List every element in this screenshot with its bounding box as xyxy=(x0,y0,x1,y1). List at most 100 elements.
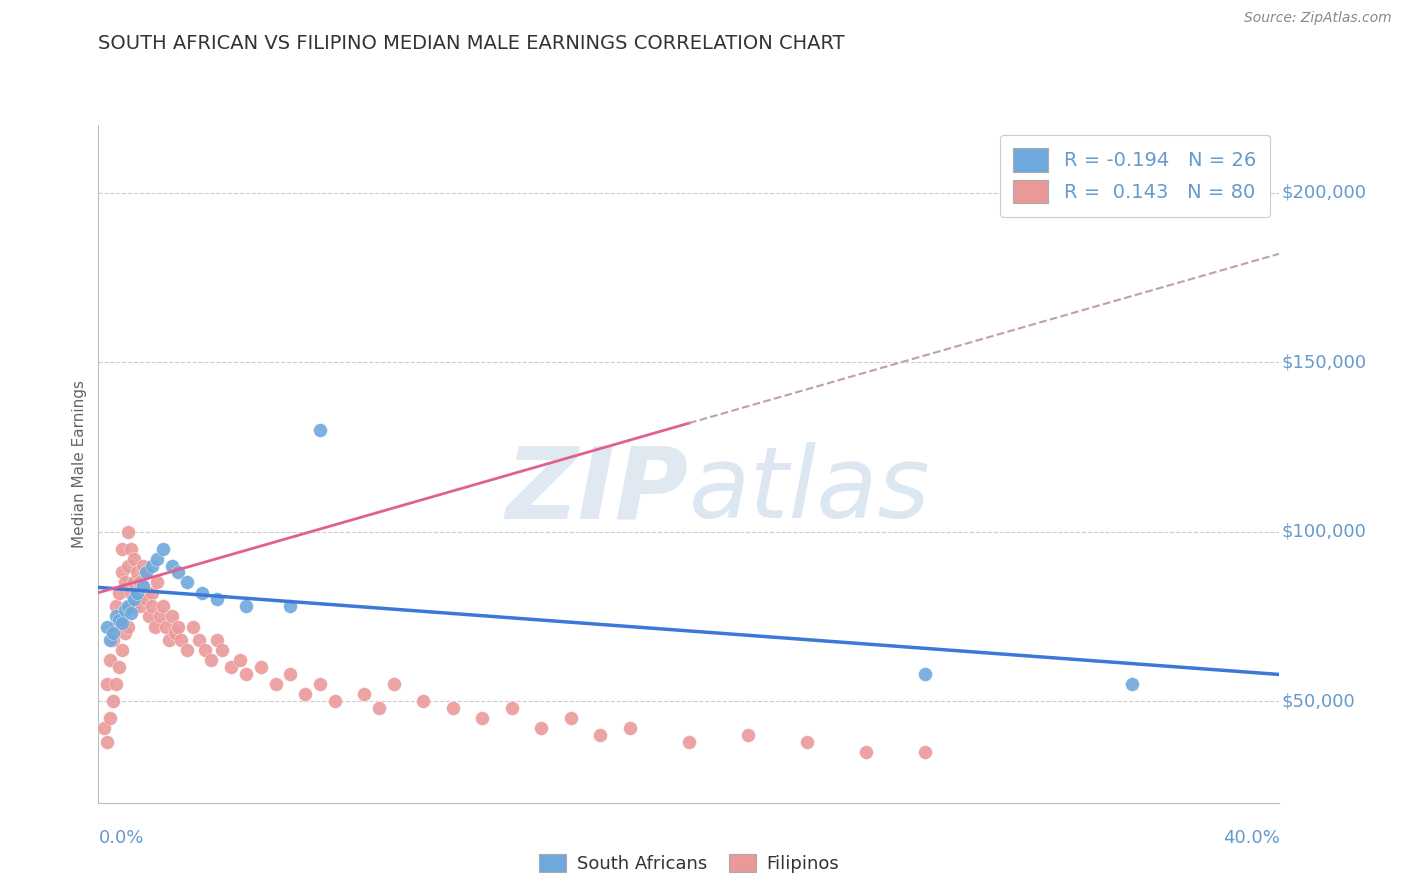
Point xyxy=(368,701,391,715)
Point xyxy=(200,653,222,667)
Point xyxy=(914,745,936,759)
Point xyxy=(132,558,155,573)
Point xyxy=(111,643,134,657)
Point xyxy=(146,551,169,566)
Point xyxy=(167,566,190,580)
Point xyxy=(105,609,128,624)
Point xyxy=(108,660,131,674)
Point xyxy=(152,599,174,614)
Point xyxy=(264,677,287,691)
Point xyxy=(117,599,139,614)
Point xyxy=(120,585,142,599)
Y-axis label: Median Male Earnings: Median Male Earnings xyxy=(72,380,87,548)
Point xyxy=(191,585,214,599)
Text: 40.0%: 40.0% xyxy=(1223,829,1279,847)
Point xyxy=(914,667,936,681)
Point xyxy=(176,643,198,657)
Point xyxy=(211,643,233,657)
Point xyxy=(353,687,375,701)
Point xyxy=(114,626,136,640)
Point xyxy=(382,677,405,691)
Point xyxy=(501,701,523,715)
Text: SOUTH AFRICAN VS FILIPINO MEDIAN MALE EARNINGS CORRELATION CHART: SOUTH AFRICAN VS FILIPINO MEDIAN MALE EA… xyxy=(98,34,845,53)
Point xyxy=(176,575,198,590)
Text: $200,000: $200,000 xyxy=(1282,184,1367,202)
Point xyxy=(589,728,612,742)
Point xyxy=(111,541,134,556)
Point xyxy=(98,633,121,648)
Point xyxy=(181,619,204,633)
Point xyxy=(560,711,582,725)
Point xyxy=(128,575,150,590)
Point xyxy=(98,711,121,725)
Point xyxy=(294,687,316,701)
Point xyxy=(120,541,142,556)
Point xyxy=(205,633,228,648)
Point xyxy=(619,721,641,735)
Point xyxy=(737,728,759,742)
Point xyxy=(155,619,177,633)
Point xyxy=(122,551,145,566)
Point xyxy=(194,643,217,657)
Point xyxy=(441,701,464,715)
Point xyxy=(114,575,136,590)
Point xyxy=(103,694,125,708)
Point xyxy=(309,423,332,437)
Point xyxy=(205,592,228,607)
Point xyxy=(105,619,128,633)
Point xyxy=(128,599,150,614)
Point xyxy=(125,566,148,580)
Point xyxy=(138,609,160,624)
Point xyxy=(235,599,257,614)
Point xyxy=(278,667,302,681)
Point xyxy=(117,619,139,633)
Point xyxy=(117,558,139,573)
Point xyxy=(250,660,273,674)
Text: atlas: atlas xyxy=(689,442,931,540)
Point xyxy=(162,609,183,624)
Point xyxy=(96,619,118,633)
Point xyxy=(103,626,125,640)
Point xyxy=(117,524,139,539)
Point xyxy=(167,619,190,633)
Point xyxy=(796,735,818,749)
Legend: South Africans, Filipinos: South Africans, Filipinos xyxy=(530,845,848,882)
Point xyxy=(323,694,346,708)
Point xyxy=(170,633,193,648)
Point xyxy=(165,626,187,640)
Point xyxy=(114,602,136,616)
Point xyxy=(135,592,157,607)
Point xyxy=(125,585,148,599)
Point xyxy=(125,592,148,607)
Point xyxy=(229,653,252,667)
Text: 0.0%: 0.0% xyxy=(98,829,143,847)
Point xyxy=(122,592,145,607)
Point xyxy=(120,606,142,620)
Point xyxy=(98,653,121,667)
Point xyxy=(309,677,332,691)
Text: ZIP: ZIP xyxy=(506,442,689,540)
Point xyxy=(135,566,157,580)
Point xyxy=(96,735,118,749)
Text: Source: ZipAtlas.com: Source: ZipAtlas.com xyxy=(1244,12,1392,25)
Point xyxy=(146,575,169,590)
Point xyxy=(122,575,145,590)
Point xyxy=(132,579,155,593)
Point xyxy=(162,558,183,573)
Point xyxy=(152,541,174,556)
Point xyxy=(93,721,115,735)
Point xyxy=(111,616,134,631)
Point xyxy=(108,585,131,599)
Point xyxy=(141,599,163,614)
Point xyxy=(111,566,134,580)
Point xyxy=(149,609,172,624)
Point xyxy=(132,585,155,599)
Point xyxy=(219,660,242,674)
Point xyxy=(105,599,128,614)
Point xyxy=(108,609,131,624)
Point xyxy=(108,613,131,627)
Point xyxy=(141,558,163,573)
Text: $50,000: $50,000 xyxy=(1282,692,1355,710)
Point xyxy=(187,633,209,648)
Point xyxy=(471,711,494,725)
